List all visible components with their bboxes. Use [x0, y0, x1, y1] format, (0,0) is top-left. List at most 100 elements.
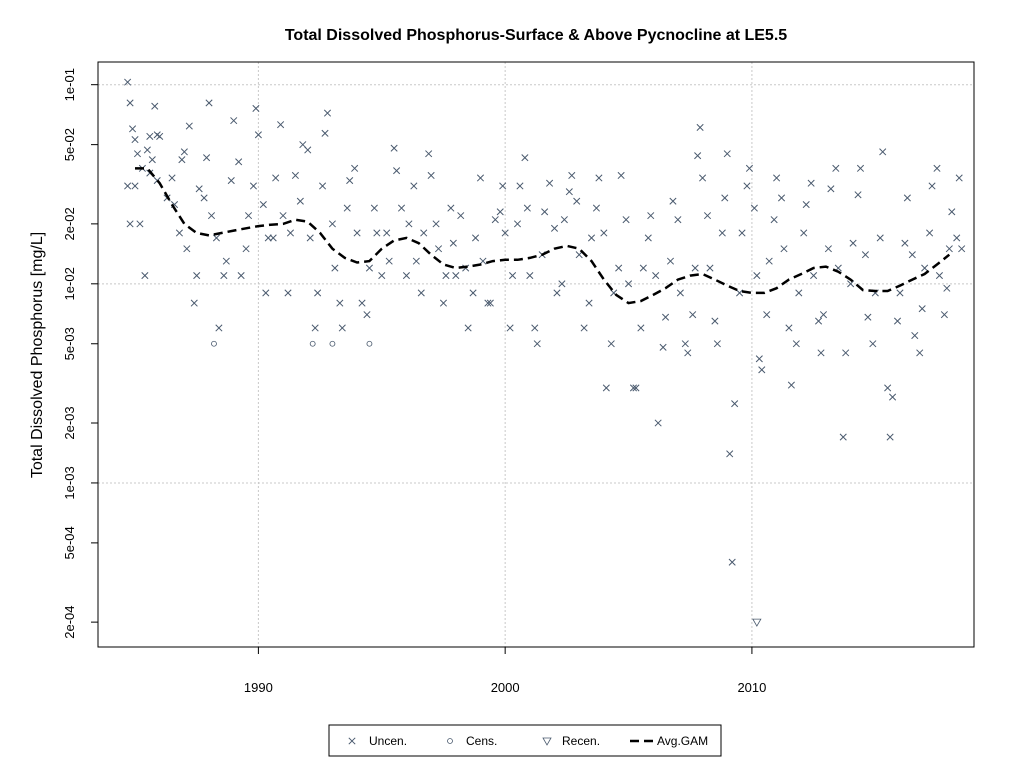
marker-stroke [869, 340, 877, 348]
marker-stroke [363, 311, 371, 319]
uncensored-point [405, 220, 413, 228]
marker-stroke [370, 204, 378, 212]
uncensored-point [916, 349, 924, 357]
marker-stroke [849, 239, 857, 247]
uncensored-point [864, 313, 872, 321]
uncensored-point [244, 212, 253, 220]
uncensored-point [622, 216, 630, 224]
marker-stroke [750, 204, 758, 212]
uncensored-point [212, 234, 220, 242]
uncensored-point [654, 419, 662, 427]
marker-stroke [610, 289, 618, 297]
uncensored-point [819, 311, 828, 319]
uncensored-point [647, 212, 655, 220]
marker-stroke [402, 272, 411, 280]
uncensored-point [839, 433, 847, 441]
legend-box [328, 724, 722, 757]
uncensored-point [901, 239, 909, 247]
marker-stroke [523, 204, 531, 212]
marker-stroke [629, 384, 638, 392]
uncensored-point [207, 212, 216, 220]
marker-stroke [284, 289, 292, 297]
marker-stroke [607, 340, 615, 348]
uncensored-point [600, 229, 608, 237]
marker-stroke [565, 188, 573, 196]
uncensored-point [331, 264, 339, 272]
uncensored-point [442, 272, 450, 280]
uncensored-point [516, 182, 524, 190]
uncensored-point [521, 154, 529, 162]
uncensored-point [827, 185, 835, 193]
uncensored-point [637, 324, 645, 332]
uncensored-point [180, 148, 188, 156]
uncensored-point [363, 311, 371, 319]
uncensored-point [691, 264, 699, 272]
y-tick-label: 2e-04 [62, 605, 77, 638]
marker-stroke [146, 132, 154, 140]
marker-stroke [955, 174, 963, 182]
marker-stroke [200, 194, 208, 202]
uncensored-point [721, 194, 729, 202]
censored-point [211, 340, 217, 347]
marker-stroke [309, 340, 316, 347]
uncensored-point [624, 280, 633, 288]
uncensored-point [935, 272, 944, 280]
uncensored-point [148, 156, 156, 164]
uncensored-point [800, 229, 808, 237]
marker-stroke [901, 239, 909, 247]
uncensored-point [817, 349, 825, 357]
uncensored-point [175, 229, 183, 237]
marker-stroke [254, 131, 262, 139]
marker-stroke [745, 164, 754, 172]
marker-stroke [148, 156, 156, 164]
marker-stroke [659, 343, 667, 351]
marker-stroke [449, 239, 457, 247]
uncensored-point [854, 191, 862, 199]
marker-stroke [824, 245, 832, 253]
uncensored-point [200, 194, 208, 202]
uncensored-point [955, 174, 963, 182]
marker-stroke [911, 331, 919, 340]
marker-stroke [876, 234, 884, 242]
uncensored-point [378, 272, 386, 280]
marker-stroke [343, 204, 351, 212]
y-tick-label: 1e-02 [62, 267, 77, 300]
uncensored-point [185, 122, 193, 130]
marker-stroke [338, 324, 346, 332]
uncensored-point [911, 331, 919, 340]
marker-stroke [592, 204, 601, 212]
uncensored-point [235, 158, 243, 166]
marker-stroke [136, 220, 144, 228]
chart-title: Total Dissolved Phosphorus-Surface & Abo… [285, 27, 787, 44]
uncensored-point [928, 182, 936, 190]
uncensored-point [156, 132, 164, 140]
uncensored-point [249, 182, 258, 190]
marker-stroke [211, 340, 217, 347]
uncensored-point [595, 174, 603, 182]
uncensored-point [824, 245, 832, 253]
marker-stroke [126, 99, 134, 107]
uncensored-point [617, 171, 625, 180]
marker-stroke [738, 229, 746, 237]
marker-stroke [207, 212, 216, 220]
plot-area [124, 78, 966, 627]
marker-stroke [358, 299, 366, 307]
uncensored-point [353, 229, 361, 237]
marker-stroke [452, 272, 460, 280]
uncensored-point [439, 299, 448, 307]
marker-stroke [718, 229, 726, 237]
uncensored-point [770, 216, 778, 224]
marker-stroke [390, 144, 398, 152]
marker-stroke [921, 264, 929, 272]
uncensored-point [230, 117, 238, 125]
marker-stroke [622, 216, 630, 224]
marker-stroke [886, 433, 894, 441]
uncensored-point [546, 179, 554, 187]
legend-label: Avg.GAM [657, 734, 708, 748]
uncensored-point [792, 340, 800, 348]
marker-stroke [854, 191, 862, 199]
uncensored-point [146, 132, 154, 140]
marker-stroke [615, 264, 623, 272]
uncensored-point [471, 234, 480, 242]
uncensored-point [220, 272, 228, 280]
